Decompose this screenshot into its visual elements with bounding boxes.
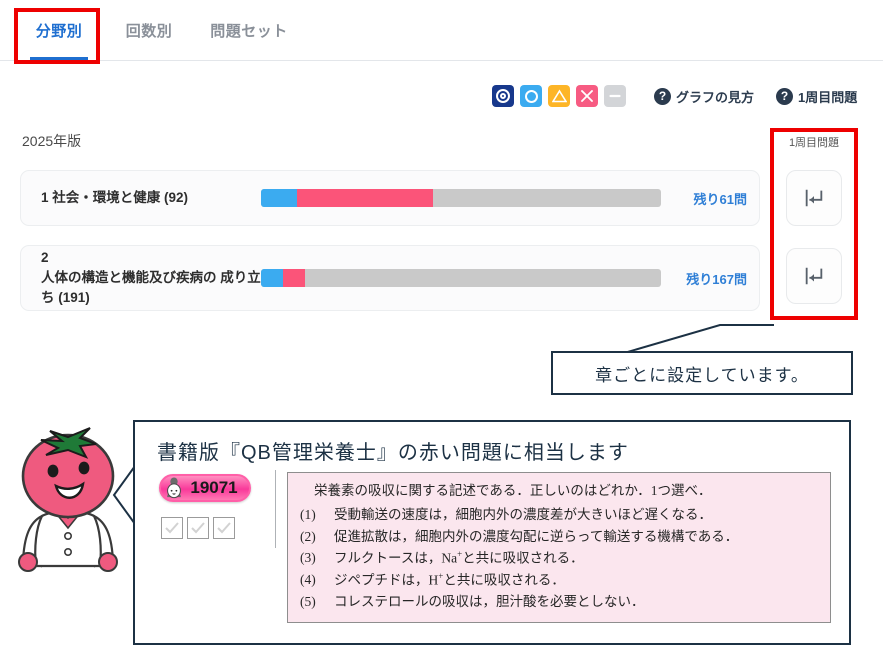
progress-bar xyxy=(261,189,661,207)
first-round-enter-button[interactable] xyxy=(786,248,842,304)
enter-return-icon xyxy=(805,267,823,285)
question-check-boxes xyxy=(161,517,235,539)
ring-inner-shape xyxy=(500,93,506,99)
list-item: (1) 受動輸送の速度は，細胞内外の濃度差が大きいほど遅くなる． xyxy=(296,504,820,525)
chapter-name: 2 人体の構造と機能及び疾病の 成り立ち xyxy=(41,249,261,306)
chapter-count: (92) xyxy=(164,189,189,205)
progress-bar xyxy=(261,269,661,287)
chapter-title: 2 人体の構造と機能及び疾病の 成り立ち (191) xyxy=(21,248,261,309)
option-number: (5) xyxy=(300,593,316,609)
vertical-divider xyxy=(275,470,276,548)
progress-segment-pink xyxy=(297,189,433,207)
checkbox[interactable] xyxy=(187,517,209,539)
dash-glyph xyxy=(609,94,621,98)
tab-label: 問題セット xyxy=(210,22,288,40)
question-card: 栄養素の吸収に関する記述である．正しいのはどれか．1つ選べ． (1) 受動輸送の… xyxy=(287,472,831,623)
graph-help-label: グラフの見方 xyxy=(676,89,755,105)
dash-icon[interactable] xyxy=(604,85,626,107)
tab-kaisubetsu[interactable]: 回数別 xyxy=(112,0,186,60)
first-round-enter-button[interactable] xyxy=(786,170,842,226)
option-text: ジペプチドは，H+と共に吸収される． xyxy=(334,570,565,588)
list-item: (3) フルクトースは，Na+と共に吸収される． xyxy=(296,547,820,569)
option-text: 促進拡散は，細胞内外の濃度勾配に逆らって輸送する機構である． xyxy=(334,528,739,544)
option-number: (3) xyxy=(300,549,316,565)
first-round-help-label: 1周目問題 xyxy=(798,89,858,105)
callout-chapter-text: 章ごとに設定しています。 xyxy=(595,365,809,385)
enter-return-icon xyxy=(805,189,823,207)
check-icon xyxy=(191,522,205,534)
list-item: (4) ジペプチドは，H+と共に吸収される． xyxy=(296,569,820,591)
progress-segment-blue xyxy=(261,269,283,287)
legend-toolbar: ? グラフの見方 ? 1周目問題 xyxy=(492,83,857,109)
person-face-icon xyxy=(167,477,181,499)
progress-bar-wrapper xyxy=(261,269,671,287)
chapter-title: 1 社会・環境と健康 (92) xyxy=(21,188,261,208)
single-circle-icon[interactable] xyxy=(520,85,542,107)
tab-bar: 分野別 回数別 問題セット xyxy=(0,0,883,61)
ring-shape xyxy=(524,89,538,103)
checkbox[interactable] xyxy=(213,517,235,539)
option-text: フルクトースは，Na+と共に吸収される． xyxy=(334,548,584,566)
cross-icon[interactable] xyxy=(576,85,598,107)
table-row[interactable]: 1 社会・環境と健康 (92) 残り61問 xyxy=(20,170,760,226)
callout-book-note: 書籍版『QB管理栄養士』の赤い問題に相当します 19071 xyxy=(133,420,851,645)
list-item: (2) 促進拡散は，細胞内外の濃度勾配に逆らって輸送する機構である． xyxy=(296,526,820,547)
cross-glyph xyxy=(581,90,593,102)
tab-label: 回数別 xyxy=(125,22,173,40)
tab-label: 分野別 xyxy=(35,22,83,40)
tab-bunyabetsu[interactable]: 分野別 xyxy=(18,0,100,60)
ring-outer-shape xyxy=(496,89,510,103)
tab-mondai-set[interactable]: 問題セット xyxy=(196,0,302,60)
check-icon xyxy=(165,522,179,534)
callout-tail-book xyxy=(112,465,136,525)
year-label: 2025年版 xyxy=(22,133,82,149)
tomato-mascot-icon xyxy=(18,427,118,572)
chapter-name: 1 社会・環境と健康 xyxy=(41,189,161,205)
question-mark-icon: ? xyxy=(654,87,671,105)
progress-segment-pink xyxy=(283,269,305,287)
option-number: (2) xyxy=(300,528,316,544)
question-stem: 栄養素の吸収に関する記述である．正しいのはどれか．1つ選べ． xyxy=(314,483,712,498)
remaining-count: 残り167問 xyxy=(686,271,747,287)
graph-help-link[interactable]: ? グラフの見方 xyxy=(654,87,754,106)
callout-tail-chapter xyxy=(624,324,774,354)
question-id-badge[interactable]: 19071 xyxy=(159,474,251,502)
side-column-header: 1周目問題 xyxy=(788,137,840,149)
triangle-glyph xyxy=(551,89,567,103)
triangle-icon[interactable] xyxy=(548,85,570,107)
chapter-count: (191) xyxy=(58,290,90,306)
remaining-count: 残り61問 xyxy=(693,191,747,207)
first-round-help-link[interactable]: ? 1周目問題 xyxy=(776,87,857,106)
callout-chapter-note: 章ごとに設定しています。 xyxy=(551,351,853,395)
option-number: (4) xyxy=(300,571,316,587)
question-mark-icon: ? xyxy=(776,87,794,105)
check-icon xyxy=(217,522,231,534)
double-circle-icon[interactable] xyxy=(492,85,514,107)
checkbox[interactable] xyxy=(161,517,183,539)
callout-book-heading: 書籍版『QB管理栄養士』の赤い問題に相当します xyxy=(157,442,629,464)
progress-bar-wrapper xyxy=(261,189,671,207)
question-id-number: 19071 xyxy=(190,478,238,497)
progress-segment-blue xyxy=(261,189,297,207)
option-text: 受動輸送の速度は，細胞内外の濃度差が大きいほど遅くなる． xyxy=(334,507,712,523)
option-text: コレステロールの吸収は，胆汁酸を必要としない． xyxy=(334,593,645,609)
list-item: (5) コレステロールの吸収は，胆汁酸を必要としない． xyxy=(296,591,820,612)
table-row[interactable]: 2 人体の構造と機能及び疾病の 成り立ち (191) 残り167問 xyxy=(20,245,760,311)
option-number: (1) xyxy=(300,507,316,523)
